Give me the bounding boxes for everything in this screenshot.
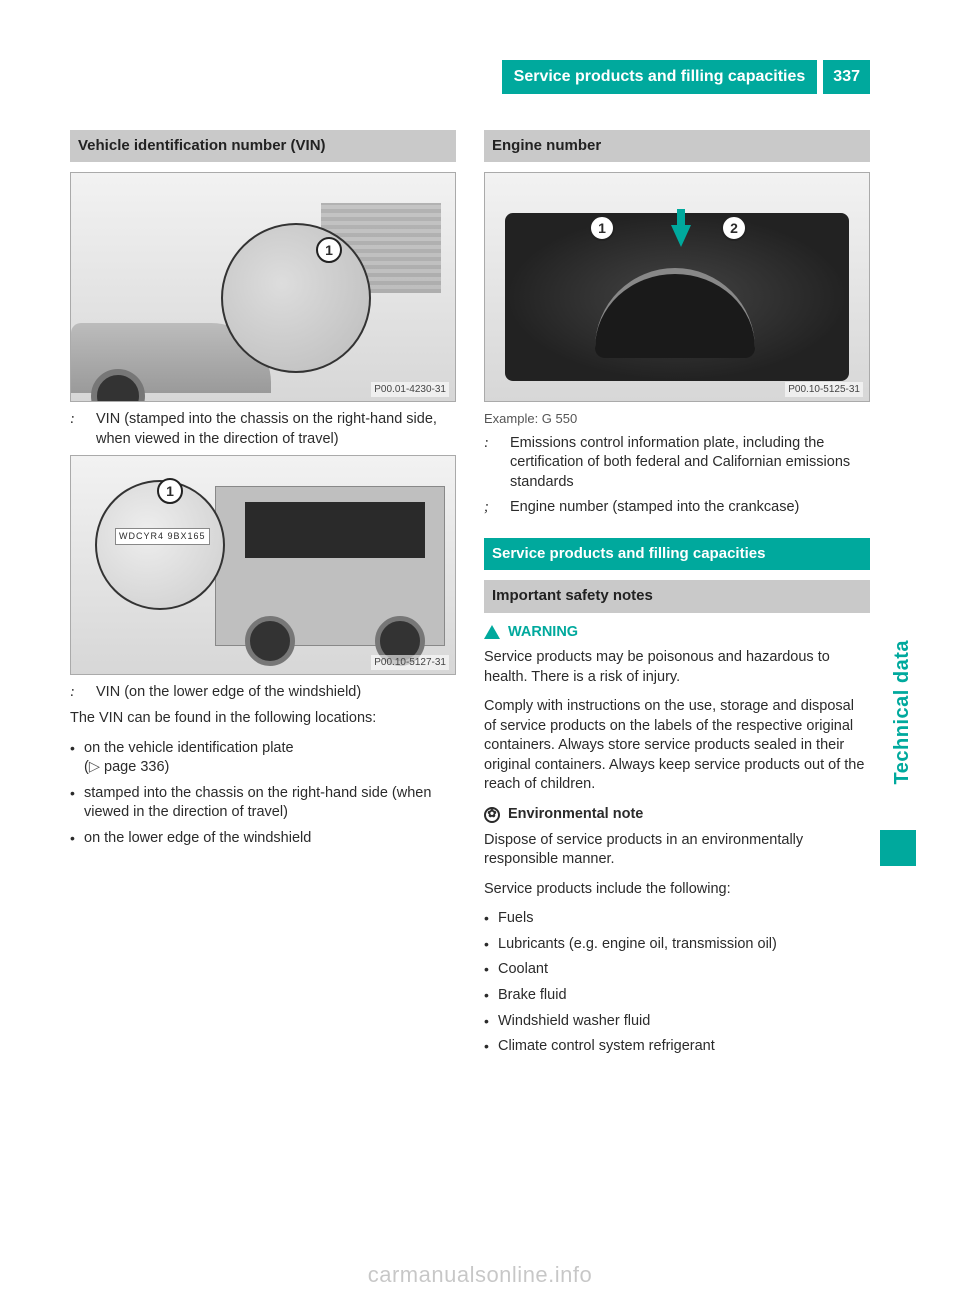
def-text: Emissions control information plate, inc… [510, 434, 870, 493]
list-item: Windshield washer fluid [484, 1012, 870, 1032]
fig2-vin-label: WDCYR4 9BX165 [115, 528, 210, 544]
bullet-text: stamped into the chassis on the right-ha… [84, 785, 431, 821]
list-item: stamped into the chassis on the right-ha… [70, 784, 456, 823]
header-title: Service products and filling capacities [502, 60, 818, 94]
right-column: Engine number 1 2 P00.10-5125-31 Example… [484, 130, 870, 1067]
bullet-text: Brake fluid [498, 987, 567, 1003]
fig2-code: P00.10-5127-31 [371, 655, 449, 671]
watermark: carmanualsonline.info [0, 1262, 960, 1288]
side-tab-block [880, 830, 916, 866]
list-item: Coolant [484, 960, 870, 980]
bullet-text: Lubricants (e.g. engine oil, transmissio… [498, 936, 777, 952]
figure-engine: 1 2 P00.10-5125-31 [484, 172, 870, 402]
bullet-text: on the vehicle identification plate [84, 740, 294, 756]
env-note-label: Environmental note [508, 805, 643, 825]
left-column: Vehicle identification number (VIN) 1 P0… [70, 130, 456, 1067]
fig3-code: P00.10-5125-31 [785, 382, 863, 398]
def-marker: ; [484, 498, 502, 518]
figure-vin-chassis: 1 P00.01-4230-31 [70, 172, 456, 402]
bullet-text: Climate control system refrigerant [498, 1038, 715, 1054]
vin-locations-intro: The VIN can be found in the following lo… [70, 709, 456, 729]
env-note-icon: ✿ [484, 807, 500, 823]
fig3-arrow-icon [671, 225, 691, 247]
warning-header: WARNING [484, 623, 870, 643]
right-heading: Engine number [484, 130, 870, 162]
fig1-code: P00.01-4230-31 [371, 382, 449, 398]
side-tab-label: Technical data [891, 640, 914, 784]
page-header: Service products and filling capacities … [70, 60, 870, 94]
fig1-magnifier [221, 223, 371, 373]
products-list-intro: Service products include the following: [484, 880, 870, 900]
env-note-text: Dispose of service products in an enviro… [484, 831, 870, 870]
def-engine-number: ; Engine number (stamped into the crankc… [484, 498, 870, 518]
def1-marker: : [70, 410, 88, 449]
def2-marker: : [70, 683, 88, 703]
list-item: on the lower edge of the windshield [70, 829, 456, 849]
figure-vin-windshield: WDCYR4 9BX165 1 P00.10-5127-31 [70, 455, 456, 675]
left-heading: Vehicle identification number (VIN) [70, 130, 456, 162]
page-number: 337 [823, 60, 870, 94]
warning-para-2: Comply with instructions on the use, sto… [484, 697, 870, 795]
list-item: Fuels [484, 909, 870, 929]
page: Service products and filling capacities … [0, 0, 960, 1302]
vin-locations-list: on the vehicle identification plate (pag… [70, 739, 456, 849]
list-item: Brake fluid [484, 986, 870, 1006]
warning-label: WARNING [508, 623, 578, 643]
list-item: on the vehicle identification plate (pag… [70, 739, 456, 778]
def-vin-windshield: : VIN (on the lower edge of the windshie… [70, 683, 456, 703]
def1-text: VIN (stamped into the chassis on the rig… [96, 410, 456, 449]
bullet-text: Windshield washer fluid [498, 1013, 650, 1029]
products-list: Fuels Lubricants (e.g. engine oil, trans… [484, 909, 870, 1056]
def-vin-chassis: : VIN (stamped into the chassis on the r… [70, 410, 456, 449]
fig3-caption: Example: G 550 [484, 410, 870, 428]
list-item: Lubricants (e.g. engine oil, transmissio… [484, 935, 870, 955]
list-item: Climate control system refrigerant [484, 1037, 870, 1057]
warning-triangle-icon [484, 625, 500, 639]
def2-text: VIN (on the lower edge of the windshield… [96, 683, 456, 703]
env-note-header: ✿ Environmental note [484, 805, 870, 825]
page-ref: page 336 [89, 759, 165, 775]
def-marker: : [484, 434, 502, 493]
bullet-text: Coolant [498, 961, 548, 977]
fig2-window [245, 502, 425, 558]
section-title-teal: Service products and filling capacities [484, 538, 870, 570]
bullet-text: Fuels [498, 910, 533, 926]
fig2-wheel-front [245, 616, 295, 666]
def-emissions-plate: : Emissions control information plate, i… [484, 434, 870, 493]
subsection-title: Important safety notes [484, 580, 870, 612]
warning-para-1: Service products may be poisonous and ha… [484, 648, 870, 687]
content-columns: Vehicle identification number (VIN) 1 P0… [70, 130, 870, 1067]
bullet-text: on the lower edge of the windshield [84, 830, 311, 846]
def-text: Engine number (stamped into the crankcas… [510, 498, 870, 518]
spacer [484, 524, 870, 538]
